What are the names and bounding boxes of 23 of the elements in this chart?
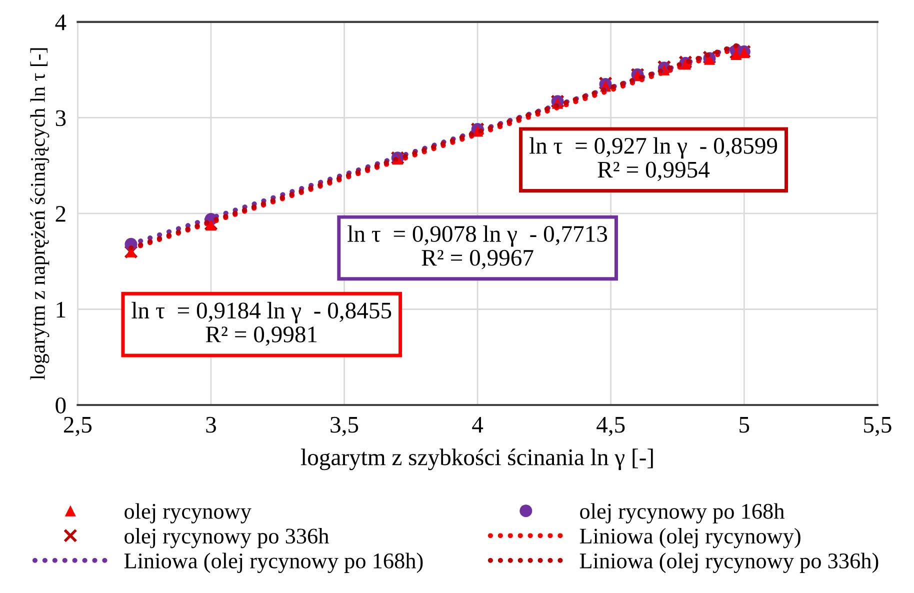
- y-tick-label: 0: [56, 398, 66, 414]
- x-tick-label: 3,5: [330, 416, 358, 436]
- y-tick-label: 4: [55, 14, 66, 30]
- legend-label: Liniowa (olej rycynowy po 336h): [580, 552, 878, 573]
- legend-label: olej rycynowy: [124, 503, 252, 524]
- x-tick-label: 5,5: [864, 417, 892, 436]
- legend-label: olej rycynowy po 336h: [124, 528, 329, 548]
- annotation: ln τ = 0,9078 ln γ - 0,7713 R² = 0,9967: [348, 225, 608, 270]
- x-tick-label: 3: [206, 416, 216, 433]
- legend-label: olej rycynowy po 168h: [580, 503, 784, 524]
- x-tick-label: 4,5: [596, 416, 625, 436]
- x-tick-label: 5: [740, 417, 750, 433]
- legend-label: Liniowa (olej rycynowy po 168h): [124, 552, 423, 573]
- x-axis-title: logarytm z szybkości ścinania ln γ [-]: [301, 448, 653, 470]
- x-tick-label: 4: [472, 416, 484, 433]
- annotation: ln τ = 0,9184 ln γ - 0,8455 R² = 0,9981: [132, 302, 392, 346]
- legend-label: Liniowa (olej rycynowy): [580, 528, 800, 548]
- y-tick-label: 3: [56, 110, 66, 126]
- x-tick-label: 2,5: [64, 416, 92, 436]
- annotation: ln τ = 0,927 ln γ - 0,8599 R² = 0,9954: [529, 137, 778, 182]
- y-tick-label: 1: [56, 302, 66, 318]
- y-tick-label: 2: [56, 206, 66, 222]
- y-axis-title: logarytm z naprężeń ścinających ln τ [-]: [30, 48, 50, 380]
